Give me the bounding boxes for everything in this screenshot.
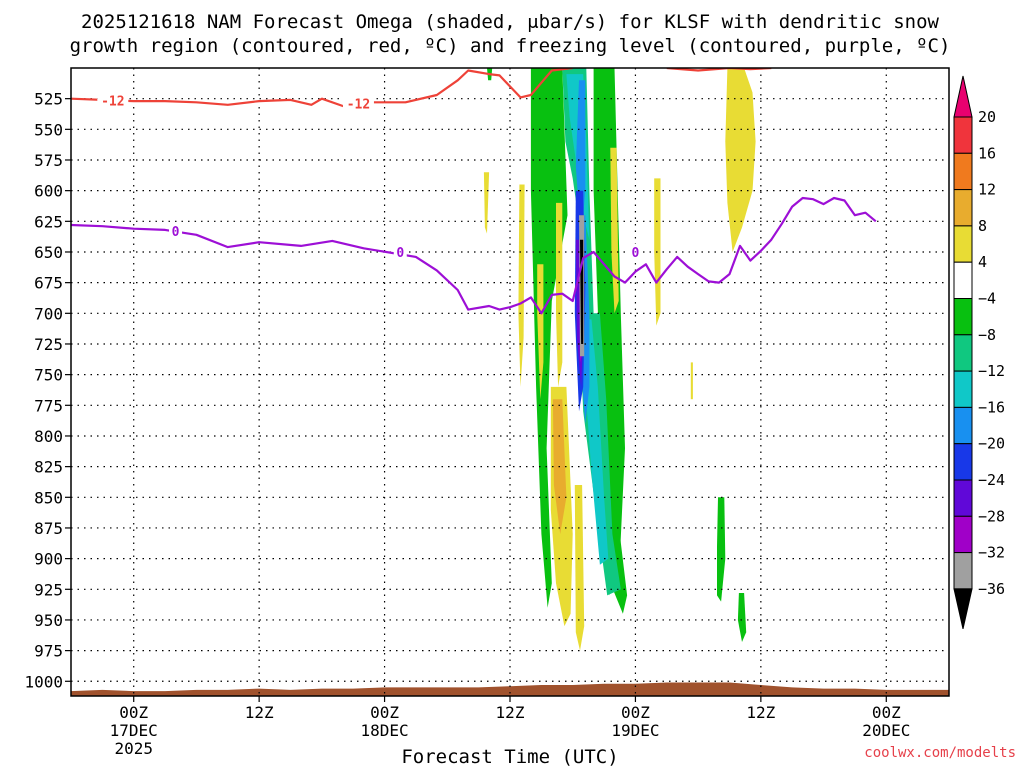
x-tick-label-54: 00Z [621, 703, 650, 722]
x-tick-date-78: 20DEC [862, 721, 910, 740]
y-tick-label-1000: 1000 [24, 672, 63, 691]
omega-region-16 [737, 593, 747, 642]
y-tick-label-925: 925 [34, 580, 63, 599]
freezing-label-3: 0 [632, 246, 640, 261]
chart-title-line2: growth region (contoured, red, ºC) and f… [70, 35, 951, 57]
colorbar-box-4 [953, 225, 973, 263]
y-tick-label-525: 525 [34, 90, 63, 109]
x-tick-date-30: 18DEC [360, 721, 408, 740]
credit-text: coolwx.com/modelts [864, 745, 1016, 761]
colorbar-label-2: 12 [978, 181, 996, 199]
terrain-layer [71, 682, 949, 696]
omega-region-23 [574, 485, 585, 651]
colorbar-box-3 [953, 189, 973, 227]
x-tick-date-6: 17DEC [110, 721, 158, 740]
x-tick-label-18: 12Z [245, 703, 274, 722]
freezing-label-2-bg [393, 243, 407, 260]
colorbar-label-9: −20 [978, 435, 1005, 453]
dgz-label-2: -12 [347, 98, 370, 113]
terrain-fill [71, 682, 949, 696]
colorbar-bottom-arrow [953, 588, 973, 630]
y-tick-label-975: 975 [34, 642, 63, 661]
colorbar-label-3: 8 [978, 217, 987, 235]
x-tick-label-6: 00Z [119, 703, 148, 722]
colorbar-label-4: 4 [978, 253, 987, 271]
y-tick-label-700: 700 [34, 304, 63, 323]
dgz-label-1-bg [97, 92, 129, 109]
y-tick-label-675: 675 [34, 274, 63, 293]
y-tick-label-750: 750 [34, 366, 63, 385]
y-tick-label-575: 575 [34, 151, 63, 170]
colorbar-box-8 [953, 370, 973, 408]
omega-region-15 [717, 497, 726, 602]
contour-layer: -12 -12 0 0 0 [71, 68, 877, 315]
omega-shading [483, 68, 756, 651]
freezing-contour [71, 196, 877, 315]
colorbar-box-6 [953, 298, 973, 336]
colorbar-label-11: −28 [978, 507, 1005, 525]
colorbar: 20 16 12 8 4 −4 −8 −12 −16 −20 −24 −28 −32 −36 [953, 75, 1005, 630]
colorbar-label-0: 20 [978, 108, 996, 126]
colorbar-box-7 [953, 334, 973, 372]
freezing-label-1-bg [169, 223, 183, 240]
y-tick-label-950: 950 [34, 611, 63, 630]
colorbar-box-9 [953, 406, 973, 445]
y-tick-label-725: 725 [34, 335, 63, 354]
x-tick-label-42: 12Z [496, 703, 525, 722]
colorbar-box-11 [953, 479, 973, 517]
x-tick-label-78: 00Z [872, 703, 901, 722]
colorbar-box-1 [953, 116, 973, 154]
colorbar-label-10: −24 [978, 471, 1005, 489]
y-tick-label-550: 550 [34, 120, 63, 139]
colorbar-label-7: −12 [978, 362, 1005, 380]
x-tick-year-6: 2025 [114, 739, 153, 758]
colorbar-box-10 [953, 443, 973, 481]
omega-region-27 [725, 68, 756, 252]
omega-region-19 [537, 264, 544, 400]
y-tick-label-825: 825 [34, 458, 63, 477]
y-tick-label-650: 650 [34, 243, 63, 262]
colorbar-box-2 [953, 152, 973, 191]
colorbar-box-13 [953, 552, 973, 590]
colorbar-label-6: −8 [978, 326, 996, 344]
omega-region-6 [583, 319, 609, 565]
colorbar-box-12 [953, 515, 973, 554]
y-tick-label-850: 850 [34, 488, 63, 507]
colorbar-label-13: −36 [978, 580, 1005, 598]
chart-title-line1: 2025121618 NAM Forecast Omega (shaded, μ… [81, 11, 939, 33]
x-axis-label: Forecast Time (UTC) [401, 746, 618, 768]
y-tick-label-800: 800 [34, 427, 63, 446]
x-tick-label-66: 12Z [746, 703, 775, 722]
colorbar-label-5: −4 [978, 290, 996, 308]
grid-layer [71, 68, 949, 696]
x-tick-label-30: 00Z [370, 703, 399, 722]
colorbar-label-12: −32 [978, 544, 1005, 562]
colorbar-label-1: 16 [978, 144, 996, 162]
dgz-label-2-bg [342, 95, 374, 112]
omega-region-26 [690, 362, 693, 400]
dgz-contour-upper [666, 68, 772, 72]
colorbar-box-5 [953, 261, 973, 300]
freezing-label-1: 0 [172, 225, 180, 240]
y-tick-label-600: 600 [34, 182, 63, 201]
colorbar-label-8: −16 [978, 398, 1005, 416]
colorbar-top-arrow [953, 75, 973, 118]
x-tick-date-54: 19DEC [611, 721, 659, 740]
freezing-label-3-bg [628, 243, 642, 260]
omega-region-17 [483, 172, 490, 234]
y-tick-label-625: 625 [34, 212, 63, 231]
freezing-label-2: 0 [396, 246, 404, 261]
omega-region-24 [610, 147, 619, 314]
y-tick-label-900: 900 [34, 550, 63, 569]
omega-region-18 [518, 184, 525, 387]
y-tick-label-775: 775 [34, 396, 63, 415]
y-axis: 525 550 575 600 625 650 675 700 725 750 775 800 825 8… [24, 90, 71, 691]
dgz-label-1: -12 [101, 95, 124, 110]
y-tick-label-875: 875 [34, 519, 63, 538]
